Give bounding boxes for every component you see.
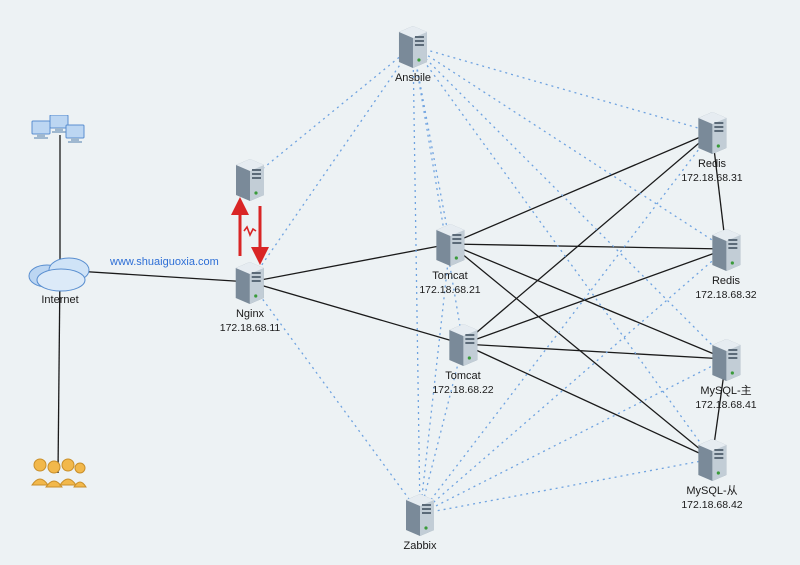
cloud-icon — [25, 250, 95, 292]
edge-tomcat1-redis2 — [450, 244, 726, 249]
node-keepalive — [232, 155, 268, 203]
users-icon — [28, 455, 88, 491]
node-label: Ansbile — [395, 72, 431, 86]
server-icon — [432, 320, 493, 368]
node-ip: 172.18.68.32 — [695, 289, 756, 302]
edge-ansible-tomcat2 — [413, 46, 463, 344]
node-label: Redis — [695, 275, 756, 289]
server-icon — [695, 225, 756, 273]
server-icon — [419, 220, 480, 268]
node-tomcat1: Tomcat172.18.68.21 — [419, 220, 480, 297]
node-ip: 172.18.68.42 — [681, 499, 742, 512]
edge-ansible-nginx — [250, 46, 413, 282]
server-icon — [402, 490, 438, 538]
edge-ansible-redis2 — [413, 46, 726, 249]
node-label: Nginx — [220, 308, 281, 322]
node-ip: 172.18.68.41 — [695, 399, 756, 412]
node-label: Redis — [681, 158, 742, 172]
node-zabbix: Zabbix — [402, 490, 438, 554]
edge-ansible-mysqlM — [413, 46, 726, 359]
node-users — [28, 455, 88, 491]
server-icon — [232, 155, 268, 203]
edge-ansible-redis1 — [413, 46, 712, 132]
node-ip: 172.18.68.11 — [220, 322, 281, 335]
clients-icon — [30, 115, 90, 155]
node-mysqlM: MySQL-主172.18.68.41 — [695, 335, 756, 412]
node-redis1: Redis172.18.68.31 — [681, 108, 742, 185]
node-ip: 172.18.68.22 — [432, 384, 493, 397]
node-label: Tomcat — [419, 270, 480, 284]
edge-ansible-keepalive — [250, 46, 413, 179]
node-ansible: Ansbile — [395, 22, 431, 86]
heartbeat-arrows-icon — [226, 196, 274, 266]
edge-zabbix-mysqlS — [420, 459, 712, 514]
edge-tomcat2-redis2 — [463, 249, 726, 344]
node-ip: 172.18.68.31 — [681, 172, 742, 185]
node-mysqlS: MySQL-从172.18.68.42 — [681, 435, 742, 512]
node-label: Tomcat — [432, 370, 493, 384]
node-ip: 172.18.68.21 — [419, 284, 480, 297]
node-nginx: Nginx172.18.68.11 — [220, 258, 281, 335]
domain-text: www.shuaiguoxia.com — [110, 256, 219, 268]
edge-tomcat2-mysqlS — [463, 344, 712, 459]
node-label: Zabbix — [402, 540, 438, 554]
edge-tomcat2-mysqlM — [463, 344, 726, 359]
node-internet: Internet — [25, 250, 95, 308]
node-label: MySQL-从 — [681, 485, 742, 499]
server-icon — [695, 335, 756, 383]
edge-tomcat1-redis1 — [450, 132, 712, 244]
node-clients — [30, 115, 90, 155]
node-redis2: Redis172.18.68.32 — [695, 225, 756, 302]
node-label: MySQL-主 — [695, 385, 756, 399]
node-tomcat2: Tomcat172.18.68.22 — [432, 320, 493, 397]
server-icon — [681, 435, 742, 483]
server-icon — [395, 22, 431, 70]
server-icon — [220, 258, 281, 306]
node-label: Internet — [25, 294, 95, 308]
edge-tomcat2-redis1 — [463, 132, 712, 344]
server-icon — [681, 108, 742, 156]
